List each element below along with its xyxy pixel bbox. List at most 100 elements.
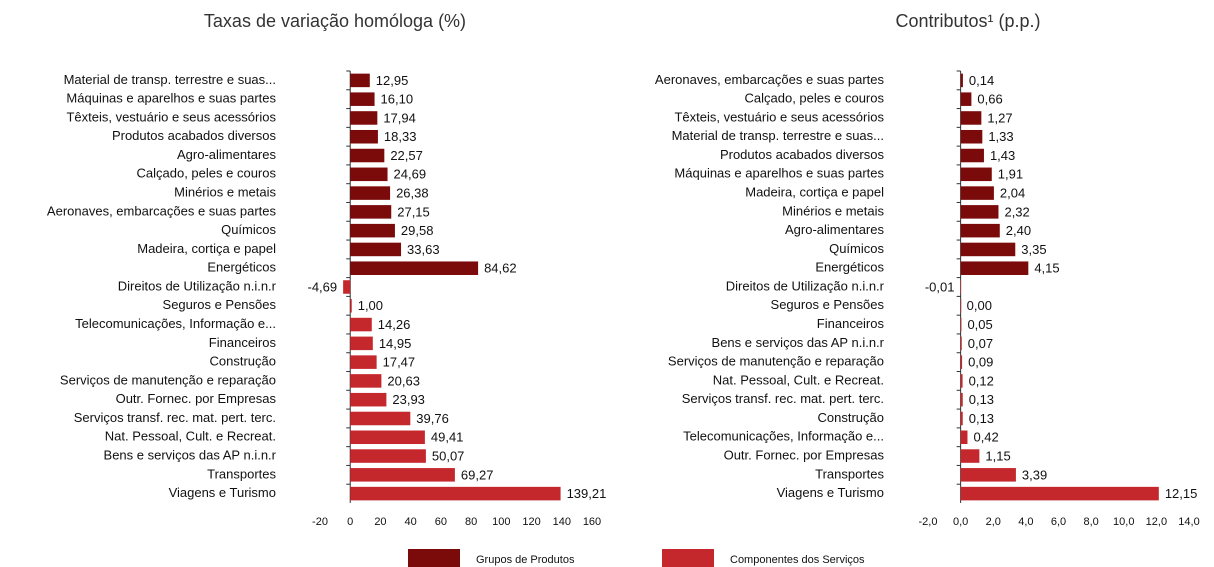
bar xyxy=(343,280,351,294)
x-tick-label: 160 xyxy=(583,516,601,528)
y-tick-label: Construção xyxy=(210,354,276,369)
value-label: 0,66 xyxy=(977,92,1002,107)
value-label: 17,94 xyxy=(383,110,416,125)
y-tick-label: Energéticos xyxy=(207,260,276,275)
value-label: 0,13 xyxy=(969,392,994,407)
x-tick-label: 20 xyxy=(374,516,386,528)
value-label: 18,33 xyxy=(384,129,417,144)
x-tick-label: 0,0 xyxy=(953,516,968,528)
bar xyxy=(960,111,982,125)
y-tick-label: Transportes xyxy=(815,466,884,481)
y-tick-label: Madeira, cortiça e papel xyxy=(137,241,276,256)
bar xyxy=(350,167,388,182)
bar xyxy=(960,261,1029,275)
value-label: 0,13 xyxy=(969,411,994,426)
y-tick-label: Aeronaves, embarcações e suas partes xyxy=(655,72,885,87)
y-tick-label: Bens e serviços das AP n.i.n.r xyxy=(712,335,885,350)
bar xyxy=(350,449,426,463)
value-label: 33,63 xyxy=(407,242,440,257)
value-label: 39,76 xyxy=(416,411,449,426)
y-tick-label: Têxteis, vestuário e seus acessórios xyxy=(674,109,884,124)
bar xyxy=(960,167,992,182)
y-tick-label: Máquinas e aparelhos e suas partes xyxy=(674,166,884,181)
bar xyxy=(960,411,963,426)
bar xyxy=(960,355,963,369)
value-label: 2,32 xyxy=(1004,204,1029,219)
y-tick-label: Direitos de Utilização n.i.n.r xyxy=(726,278,885,293)
value-label: 1,43 xyxy=(990,148,1015,163)
x-tick-label: 40 xyxy=(405,516,417,528)
y-tick-label: Direitos de Utilização n.i.n.r xyxy=(118,278,277,293)
y-tick-label: Minérios e metais xyxy=(782,203,884,218)
bar xyxy=(350,336,373,351)
y-tick-label: Minérios e metais xyxy=(174,185,276,200)
bar xyxy=(960,242,1016,257)
y-tick-label: Serviços de manutenção e reparação xyxy=(668,354,884,369)
y-tick-label: Financeiros xyxy=(817,316,885,331)
value-label: 3,39 xyxy=(1022,467,1047,482)
y-tick-label: Serviços transf. rec. mat. pert. terc. xyxy=(74,410,276,425)
bar xyxy=(960,129,983,144)
bar xyxy=(350,223,395,238)
value-label: 1,91 xyxy=(998,167,1023,182)
bar xyxy=(350,261,479,275)
bar xyxy=(960,430,968,445)
legend-label: Grupos de Produtos xyxy=(476,554,575,566)
y-tick-label: Têxteis, vestuário e seus acessórios xyxy=(66,109,276,124)
x-tick-label: 6,0 xyxy=(1051,516,1066,528)
y-tick-label: Químicos xyxy=(829,241,884,256)
value-label: 22,57 xyxy=(390,148,423,163)
value-label: 4,15 xyxy=(1034,261,1059,276)
bar xyxy=(350,411,411,426)
value-label: 1,15 xyxy=(985,448,1010,463)
y-tick-label: Seguros e Pensões xyxy=(163,297,277,312)
x-tick-label: -2,0 xyxy=(919,516,938,528)
y-tick-label: Calçado, peles e couros xyxy=(745,91,885,106)
value-label: 0,00 xyxy=(967,298,992,313)
bar xyxy=(960,317,962,332)
x-tick-label: 10,0 xyxy=(1113,516,1134,528)
bar xyxy=(960,148,984,163)
bar xyxy=(350,92,375,106)
x-tick-label: -20 xyxy=(312,516,328,528)
y-tick-label: Outr. Fornec. por Empresas xyxy=(724,447,885,462)
value-label: -0,01 xyxy=(925,279,955,294)
value-label: 12,15 xyxy=(1165,486,1198,501)
bar xyxy=(960,486,1159,501)
x-tick-label: 120 xyxy=(522,516,540,528)
legend-label: Componentes dos Serviços xyxy=(730,554,865,566)
bar xyxy=(350,205,392,219)
bar xyxy=(350,374,382,388)
x-tick-label: 100 xyxy=(492,516,510,528)
x-tick-label: 14,0 xyxy=(1178,516,1199,528)
bar xyxy=(350,73,370,88)
bar xyxy=(960,223,1000,238)
y-tick-label: Transportes xyxy=(207,466,276,481)
y-tick-label: Outr. Fornec. por Empresas xyxy=(116,391,277,406)
y-tick-label: Financeiros xyxy=(209,335,277,350)
value-label: 1,27 xyxy=(987,110,1012,125)
x-tick-label: 0 xyxy=(347,516,353,528)
value-label: 139,21 xyxy=(567,486,607,501)
value-label: 0,05 xyxy=(967,317,992,332)
chart-subtitle: Taxas de variação homóloga (%) xyxy=(204,11,466,31)
value-label: 14,26 xyxy=(378,317,411,332)
y-tick-label: Agro-alimentares xyxy=(785,222,884,237)
y-tick-label: Nat. Pessoal, Cult. e Recreat. xyxy=(105,429,276,444)
value-label: 2,40 xyxy=(1006,223,1031,238)
bar xyxy=(960,374,963,388)
bar xyxy=(350,242,402,257)
value-label: 0,09 xyxy=(968,355,993,370)
value-label: 0,07 xyxy=(968,336,993,351)
y-tick-label: Produtos acabados diversos xyxy=(720,147,885,162)
y-tick-label: Produtos acabados diversos xyxy=(112,128,277,143)
y-tick-label: Material de transp. terrestre e suas... xyxy=(64,72,276,87)
y-tick-label: Telecomunicações, Informação e... xyxy=(683,429,884,444)
y-tick-label: Aeronaves, embarcações e suas partes xyxy=(47,203,277,218)
y-tick-label: Viagens e Turismo xyxy=(777,485,884,500)
bar xyxy=(350,392,387,407)
value-label: -4,69 xyxy=(307,279,337,294)
y-tick-label: Calçado, peles e couros xyxy=(137,166,277,181)
x-tick-label: 80 xyxy=(465,516,477,528)
y-tick-label: Energéticos xyxy=(815,260,884,275)
